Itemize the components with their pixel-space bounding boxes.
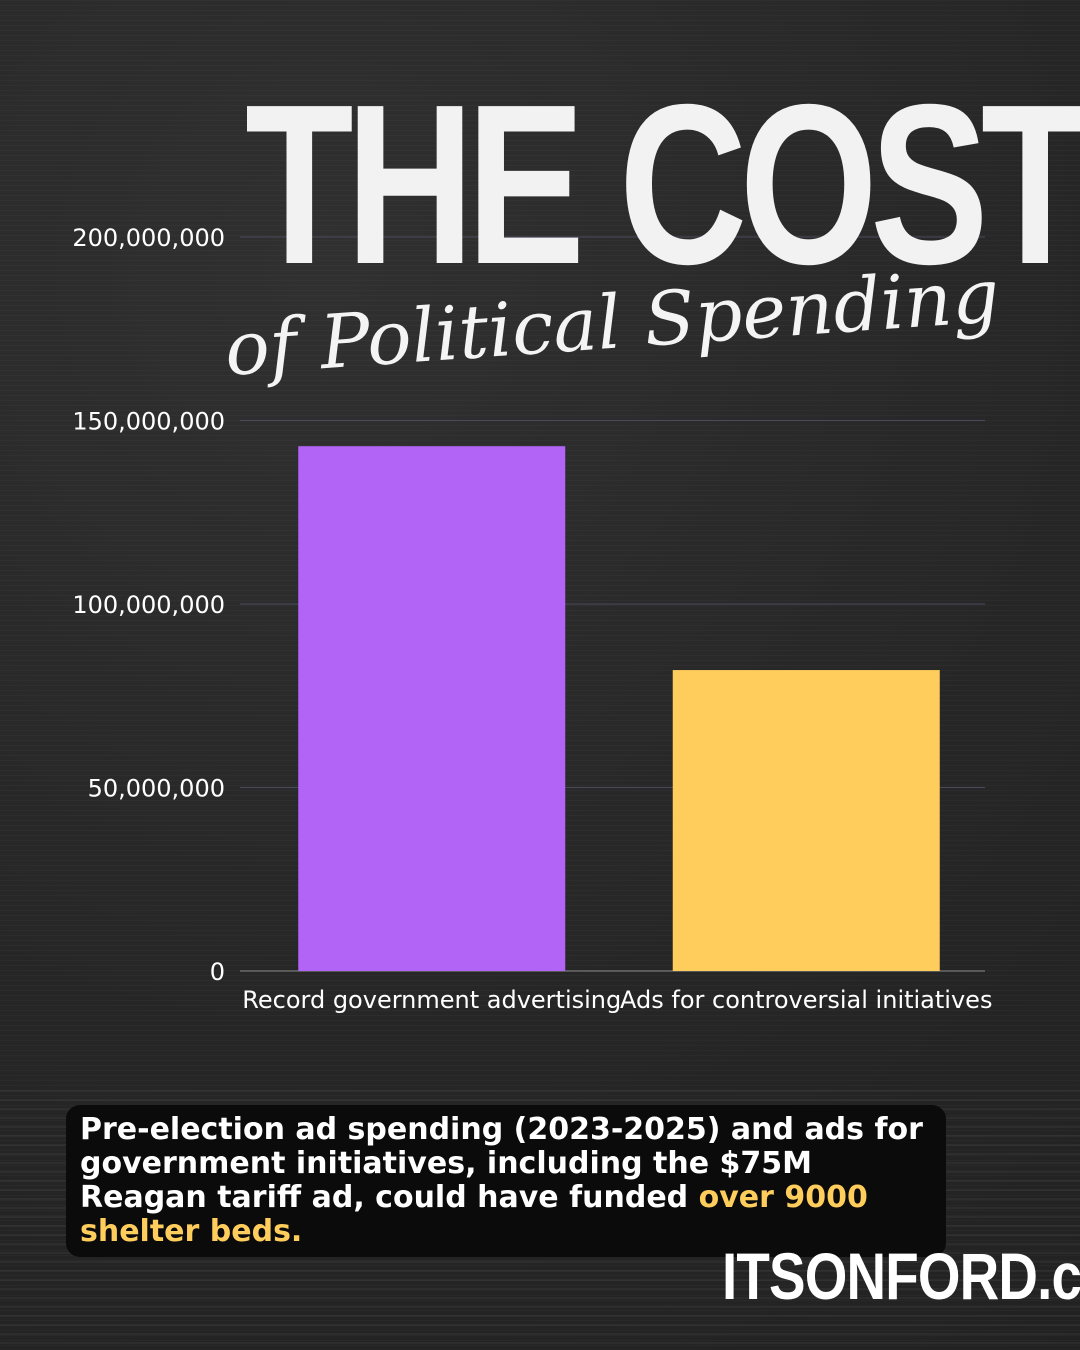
caption-text: Pre-election ad spending (2023-2025) and… xyxy=(80,1112,923,1215)
caption-highlight: over 9000 shelter beds. xyxy=(80,1180,868,1249)
bar-1 xyxy=(298,446,566,971)
y-tick-label: 100,000,000 xyxy=(72,591,225,619)
x-category-label: Ads for controversial initiatives xyxy=(620,986,992,1014)
y-tick-label: 0 xyxy=(210,958,225,986)
x-category-label: Record government advertising xyxy=(242,986,621,1014)
y-tick-label: 200,000,000 xyxy=(72,224,225,252)
y-tick-label: 150,000,000 xyxy=(72,408,225,436)
bar-2 xyxy=(672,670,940,971)
brand-logo-text: ITSONFORD.ca xyxy=(722,1239,1080,1313)
y-tick-label: 50,000,000 xyxy=(88,775,225,803)
caption-box: Pre-election ad spending (2023-2025) and… xyxy=(66,1105,946,1257)
